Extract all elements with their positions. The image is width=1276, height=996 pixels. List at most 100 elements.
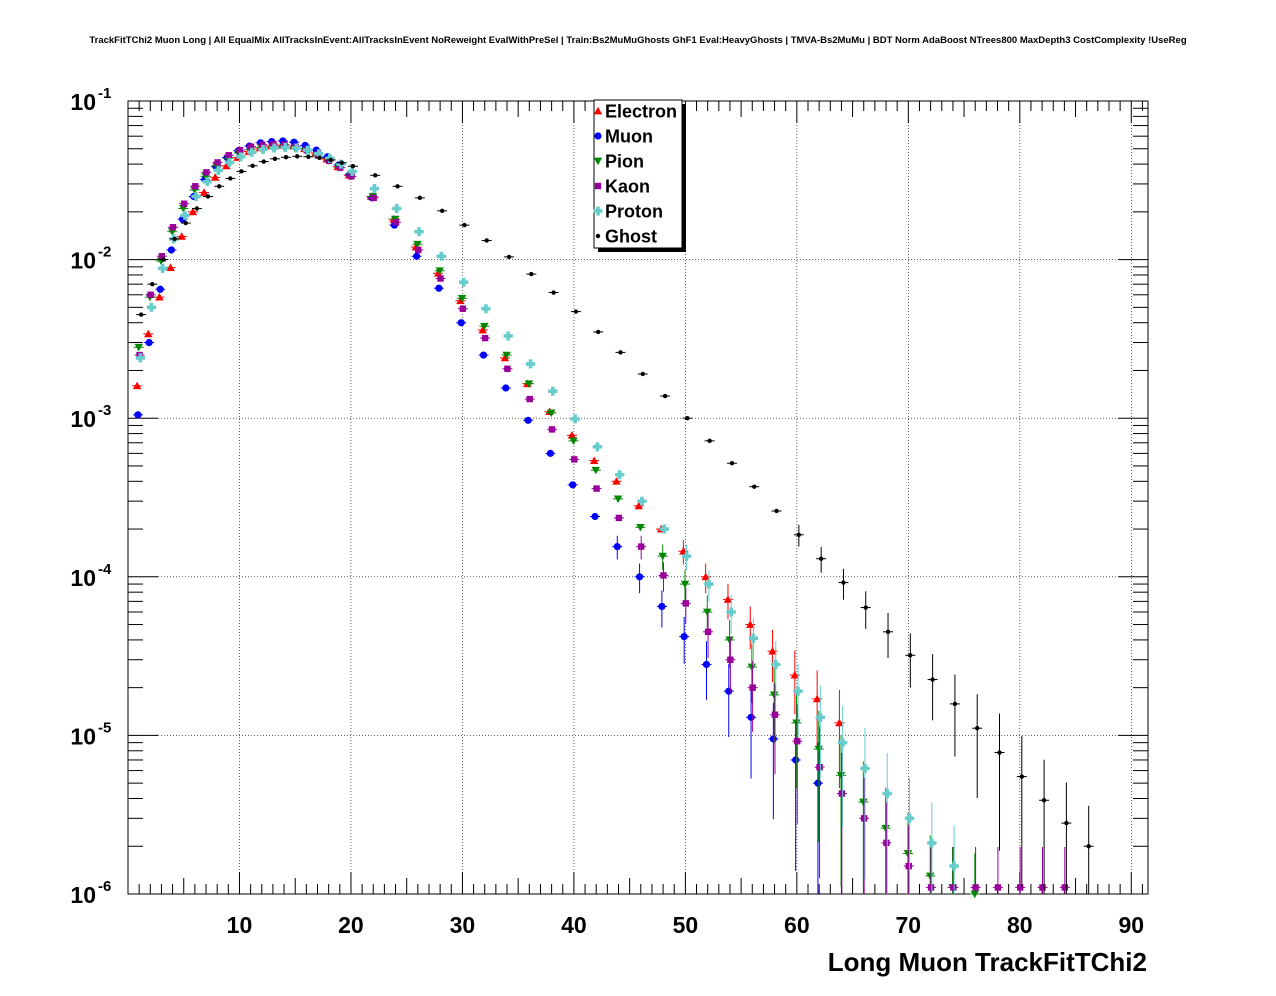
data-point <box>395 184 400 189</box>
data-point <box>339 160 345 165</box>
data-point <box>462 222 467 228</box>
data-point <box>205 194 211 199</box>
data-point <box>793 686 803 696</box>
data-point <box>752 484 757 489</box>
x-tick-label: 90 <box>1118 912 1144 938</box>
data-point <box>436 251 446 261</box>
series-muon <box>132 137 823 894</box>
data-point <box>747 713 755 721</box>
data-point <box>167 246 175 254</box>
data-point <box>134 411 142 419</box>
data-point <box>816 764 823 771</box>
data-point <box>437 275 444 282</box>
data-point <box>707 438 712 444</box>
data-point <box>484 238 489 243</box>
data-point <box>314 149 324 159</box>
data-point <box>792 719 801 728</box>
data-point <box>144 329 153 338</box>
data-point <box>841 580 846 585</box>
data-point <box>952 701 958 707</box>
data-point <box>291 143 301 153</box>
data-point <box>370 194 377 202</box>
data-point <box>972 884 979 891</box>
data-point <box>618 350 623 355</box>
data-point <box>135 353 145 363</box>
data-point <box>680 580 690 589</box>
data-point <box>818 556 824 561</box>
data-point <box>134 343 143 352</box>
data-point <box>548 426 556 433</box>
data-point <box>634 501 643 510</box>
data-point <box>502 384 510 392</box>
data-point <box>236 146 244 154</box>
data-point <box>183 220 188 226</box>
y-tick-label-exponent: -5 <box>98 719 111 736</box>
data-point <box>768 646 777 655</box>
data-point <box>885 629 891 635</box>
data-point <box>433 269 443 277</box>
series-ghost <box>136 154 1094 894</box>
data-point <box>860 815 868 822</box>
y-tick-label-base: 10 <box>70 406 96 432</box>
data-point <box>589 456 599 465</box>
x-tick-label: 50 <box>673 912 699 938</box>
data-point <box>796 532 802 537</box>
data-point <box>771 711 779 718</box>
data-point <box>975 726 980 731</box>
data-point <box>927 884 935 891</box>
data-point <box>570 414 580 424</box>
data-point <box>457 294 467 303</box>
data-point <box>1041 798 1047 803</box>
data-point <box>660 572 667 579</box>
data-point <box>659 524 669 534</box>
x-tick-label: 40 <box>561 912 587 938</box>
data-point <box>567 431 577 439</box>
data-point <box>500 353 510 362</box>
data-point <box>727 656 734 663</box>
data-point <box>413 240 422 249</box>
data-point <box>269 143 279 153</box>
legend-marker <box>593 206 603 216</box>
data-point <box>769 735 777 743</box>
data-point <box>640 371 645 377</box>
data-point <box>1064 820 1069 826</box>
data-point <box>637 543 645 550</box>
data-point <box>414 227 424 237</box>
y-tick-label-base: 10 <box>70 723 96 749</box>
data-point <box>860 763 870 773</box>
data-point <box>180 200 188 207</box>
data-point <box>250 163 255 169</box>
data-point <box>225 157 235 167</box>
data-point <box>502 351 511 360</box>
data-point <box>504 365 511 372</box>
data-point <box>725 636 734 645</box>
legend-marker <box>595 233 601 239</box>
data-point <box>435 267 444 275</box>
data-point <box>161 257 166 262</box>
data-point <box>1086 844 1091 849</box>
data-point <box>950 884 957 891</box>
data-point <box>612 477 621 485</box>
data-point <box>439 208 445 214</box>
data-point <box>546 449 555 457</box>
data-point <box>569 437 578 446</box>
data-point <box>882 789 892 799</box>
data-point <box>506 254 512 260</box>
data-point <box>703 608 712 617</box>
y-tick-label-exponent: -2 <box>98 244 111 261</box>
data-point <box>481 334 489 342</box>
data-point <box>272 156 278 162</box>
legend-item-muon: Muon <box>594 127 653 147</box>
data-point <box>994 884 1002 891</box>
x-tick-label: 80 <box>1007 912 1033 938</box>
data-point <box>228 176 233 181</box>
data-point <box>704 628 712 636</box>
data-point <box>615 514 623 522</box>
series-electron <box>132 141 845 789</box>
data-point <box>573 309 579 314</box>
data-point <box>613 495 623 504</box>
legend-label: Electron <box>605 102 677 122</box>
data-point <box>177 232 186 240</box>
data-point <box>835 718 844 727</box>
legend-label: Kaon <box>605 177 650 197</box>
